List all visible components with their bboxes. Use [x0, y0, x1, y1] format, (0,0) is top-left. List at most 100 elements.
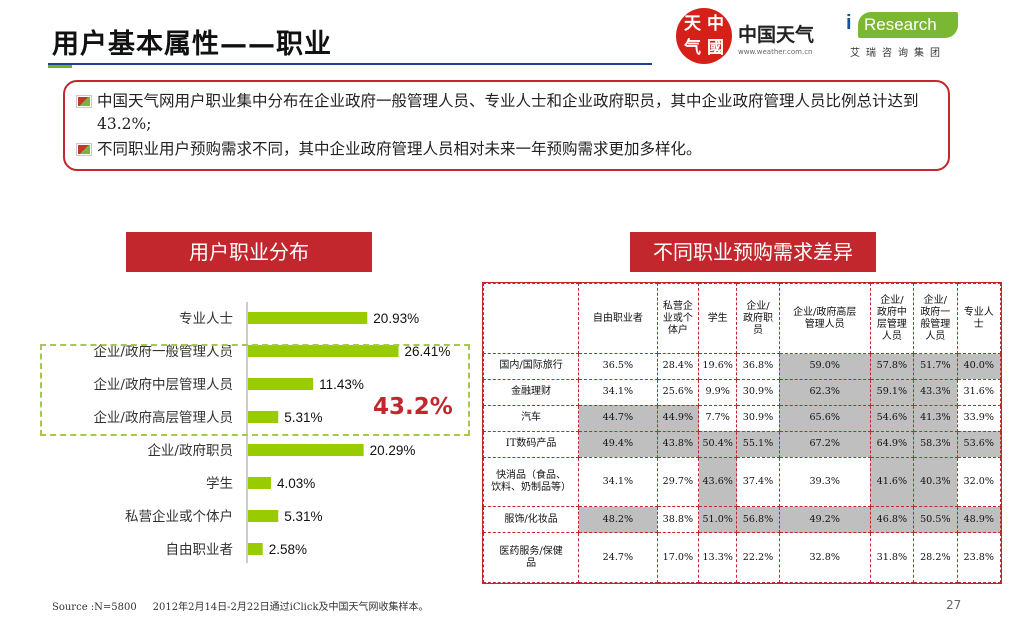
bar-value-label: 20.93% [373, 311, 419, 326]
table-cell: 44.7% [578, 404, 658, 432]
table-cell: 19.6% [698, 353, 738, 380]
summary-box: 中国天气网用户职业集中分布在企业政府一般管理人员、专业人士和企业政府职员，其中企… [63, 80, 950, 171]
table-cell: 9.9% [698, 378, 738, 406]
table-row-label: 医药服务/保健 品 [482, 532, 580, 583]
table-row: 医药服务/保健 品 24.7% 17.0% 13.3% 22.2% 32.8% 31.8% 2… [482, 532, 1002, 583]
bar-category-label: 专业人士 [179, 311, 233, 327]
bar [248, 411, 279, 423]
table-cell: 39.3% [778, 456, 871, 508]
bar-value-label: 11.43% [319, 377, 364, 392]
table-cell: 59.1% [869, 378, 915, 406]
table-cell: 38.8% [656, 506, 700, 534]
bar-category-label: 学生 [206, 476, 233, 492]
table-cell: 36.5% [578, 353, 658, 380]
bar [248, 345, 399, 357]
bar [248, 477, 271, 489]
bullet-icon [76, 143, 92, 156]
table-corner-cell [482, 283, 580, 354]
table-cell: 48.9% [956, 506, 1002, 534]
table-cell: 30.9% [736, 378, 780, 406]
table-cell: 58.3% [913, 430, 958, 458]
table-cell: 54.6% [869, 404, 915, 432]
table-cell: 53.6% [956, 430, 1002, 458]
table-cell: 29.7% [656, 456, 700, 508]
table-column-header: 学生 [698, 283, 738, 354]
source-note: Source :N=5800 2012年2月14日-2月22日通过iClick及… [52, 602, 429, 613]
table-cell: 46.8% [869, 506, 915, 534]
iresearch-i-icon: i [846, 12, 852, 34]
table-cell: 24.7% [578, 532, 658, 583]
bar-category-label: 企业/政府中层管理人员 [93, 376, 233, 393]
iresearch-logo: Research i 艾瑞咨询集团 [846, 12, 960, 60]
table-cell: 40.0% [956, 353, 1002, 380]
table-cell: 43.8% [656, 430, 700, 458]
table-row-label: 服饰/化妆品 [482, 506, 580, 534]
bar-value-label: 2.58% [269, 542, 307, 557]
demand-table-wrap: 自由职业者 私营企 业或个 体户 学生 企业/ 政府职 员企业/政府高层 管理人员 企业… [482, 282, 1002, 584]
table-cell: 49.2% [778, 506, 871, 534]
table-cell: 7.7% [698, 404, 738, 432]
title-accent [48, 65, 72, 68]
table-row-label: 快消品（食品、 饮料、奶制品等） [482, 456, 580, 508]
bar [248, 444, 364, 456]
table-row-label: 金融理财 [482, 378, 580, 406]
table-column-header: 企业/ 政府一 般管理 人员 [913, 283, 958, 354]
section-header-occupation: 用户职业分布 [126, 232, 372, 272]
table-cell: 23.8% [956, 532, 1002, 583]
summary-text: 中国天气网用户职业集中分布在企业政府一般管理人员、专业人士和企业政府职员，其中企… [97, 92, 919, 133]
table-row: 服饰/化妆品 48.2% 38.8% 51.0% 56.8% 49.2% 46.8% 50.5… [482, 506, 1002, 534]
table-row-label: 汽车 [482, 404, 580, 432]
table-cell: 28.2% [913, 532, 958, 583]
table-cell: 34.1% [578, 456, 658, 508]
summary-bullet: 中国天气网用户职业集中分布在企业政府一般管理人员、专业人士和企业政府职员，其中企… [76, 90, 934, 136]
table-cell: 22.2% [736, 532, 780, 583]
weather-logo-name: 中国天气 [738, 24, 815, 46]
occupation-bar-chart: 专业人士 20.93% 企业/政府一般管理人员 26.41% 企业/政府中层管理人员 11… [93, 302, 451, 563]
table-cell: 33.9% [956, 404, 1002, 432]
table-cell: 48.2% [578, 506, 658, 534]
bar-category-label: 私营企业或个体户 [125, 508, 233, 525]
table-column-header: 专业人 士 [956, 283, 1002, 354]
table-cell: 49.4% [578, 430, 658, 458]
table-row-label: 国内/国际旅行 [482, 353, 580, 380]
table-row-label: IT数码产品 [482, 430, 580, 458]
weather-seal-icon: 天 中 气 國 [676, 8, 732, 64]
weather-logo: 天 中 气 國 中国天气 www.weather.com.cn [676, 8, 828, 64]
bar-category-label: 企业/政府高层管理人员 [93, 409, 233, 426]
table-cell: 51.0% [698, 506, 738, 534]
table-cell: 51.7% [913, 353, 958, 380]
table-row: IT数码产品 49.4% 43.8% 50.4% 55.1% 67.2% 64.9% 58.3… [482, 430, 1002, 458]
table-column-header: 私营企 业或个 体户 [656, 283, 700, 354]
bar [248, 510, 279, 522]
summary-text: 不同职业用户预购需求不同，其中企业政府管理人员相对未来一年预购需求更加多样化。 [97, 140, 702, 158]
table-header-row: 自由职业者 私营企 业或个 体户 学生 企业/ 政府职 员企业/政府高层 管理人员 企业… [482, 283, 1002, 354]
bar-value-label: 26.41% [405, 344, 451, 359]
table-cell: 43.6% [698, 456, 738, 508]
table-cell: 28.4% [656, 353, 700, 380]
iresearch-wordmark: Research [858, 12, 958, 38]
management-total-label: 43.2% [373, 394, 453, 420]
bar-category-label: 企业/政府职员 [147, 442, 233, 459]
table-cell: 17.0% [656, 532, 700, 583]
table-column-header: 企业/ 政府职 员 [736, 283, 780, 354]
table-cell: 43.3% [913, 378, 958, 406]
section-header-demand: 不同职业预购需求差异 [630, 232, 876, 272]
bar-value-label: 20.29% [370, 443, 416, 458]
management-highlight-box [40, 344, 470, 436]
table-cell: 59.0% [778, 353, 871, 380]
table-row: 国内/国际旅行 36.5% 28.4% 19.6% 36.8% 59.0% 57.8% 51.… [482, 353, 1002, 380]
table-cell: 50.5% [913, 506, 958, 534]
title-underline [48, 63, 652, 65]
bar-category-label: 企业/政府一般管理人员 [93, 343, 233, 360]
table-cell: 31.8% [869, 532, 915, 583]
table-cell: 41.3% [913, 404, 958, 432]
table-cell: 34.1% [578, 378, 658, 406]
table-cell: 50.4% [698, 430, 738, 458]
weather-logo-url: www.weather.com.cn [738, 48, 813, 56]
summary-bullet: 不同职业用户预购需求不同，其中企业政府管理人员相对未来一年预购需求更加多样化。 [76, 138, 934, 161]
table-cell: 65.6% [778, 404, 871, 432]
table-row: 快消品（食品、 饮料、奶制品等） 34.1% 29.7% 43.6% 37.4% 39.3… [482, 456, 1002, 508]
table-cell: 64.9% [869, 430, 915, 458]
bar-value-label: 4.03% [277, 476, 315, 491]
table-row: 金融理财 34.1% 25.6% 9.9% 30.9% 62.3% 59.1% 43.3% 31… [482, 378, 1002, 406]
